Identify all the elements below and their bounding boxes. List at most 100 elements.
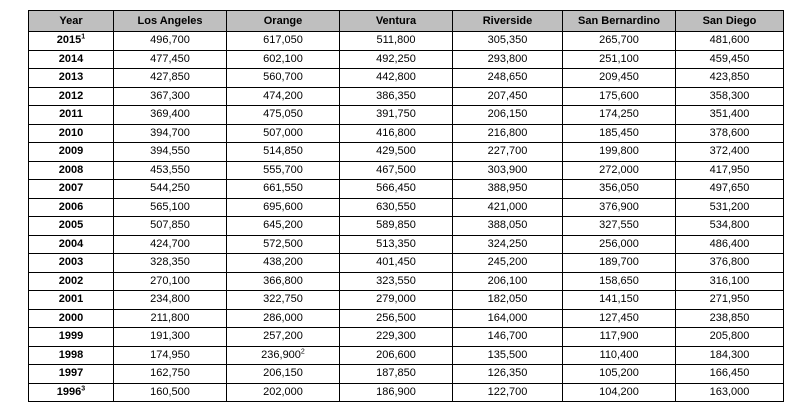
cell-value: 205,800 [709,330,750,342]
san-diego-cell: 423,850 [675,68,784,88]
year-cell: 2003 [28,253,114,273]
san-bernardino-cell: 117,900 [562,327,676,347]
san-diego-cell: 372,400 [675,142,784,162]
cell-value: 358,300 [709,89,750,102]
cell-value: 477,450 [150,52,190,65]
cell-value: 388,050 [487,219,528,231]
ventura-cell: 186,900 [339,382,453,402]
cell-value: 513,350 [376,237,416,250]
cell-value: 372,400 [709,145,750,157]
orange-cell: 438,200 [226,253,340,273]
cell-value: 216,800 [487,126,528,139]
san-bernardino-cell: 174,250 [562,105,676,125]
table-row: 2013 427,850 560,700 442,800 248,650 209,450 4… [28,68,784,88]
riverside-cell: 164,000 [452,308,563,328]
cell-value: 511,800 [376,34,416,46]
ventura-cell: 511,800 [339,31,453,51]
year-cell: 2006 [28,197,114,217]
cell-value: 661,550 [263,182,303,194]
san-diego-cell: 417,950 [675,160,784,180]
table-row: 2001 234,800 322,750 279,000 182,050 141,150 2… [28,290,784,310]
cell-value: 146,700 [487,330,528,342]
los-angeles-cell: 174,950 [113,345,227,365]
column-header-year: Year [28,10,114,32]
riverside-cell: 303,900 [452,160,563,180]
year-value: 2001 [58,293,84,305]
san-diego-cell: 486,400 [675,234,784,254]
cell-value: 104,200 [599,385,639,398]
orange-cell: 474,200 [226,86,340,106]
cell-value: 565,100 [150,200,190,213]
cell-value: 158,650 [599,274,639,287]
cell-value: 388,950 [487,182,528,194]
riverside-cell: 293,800 [452,49,563,69]
year-value: 2008 [58,163,84,176]
los-angeles-cell: 234,800 [113,290,227,310]
cell-value: 174,250 [599,108,639,120]
cell-value: 186,900 [376,385,416,398]
san-bernardino-cell: 141,150 [562,290,676,310]
los-angeles-cell: 367,300 [113,86,227,106]
table-row: 2009 394,550 514,850 429,500 227,700 199,800 3… [28,142,784,162]
san-diego-cell: 205,800 [675,327,784,347]
cell-value: 391,750 [376,108,416,120]
orange-cell: 661,550 [226,179,340,199]
table-row: 1997 162,750 206,150 187,850 126,350 105,200 1… [28,364,784,384]
column-header-riverside: Riverside [452,10,563,32]
table-row: 2012 367,300 474,200 386,350 207,450 175,600 3… [28,86,784,106]
cell-value: 589,850 [376,219,416,231]
cell-value: 164,000 [487,311,528,324]
san-bernardino-cell: 272,000 [562,160,676,180]
san-diego-cell: 376,800 [675,253,784,273]
ventura-cell: 416,800 [339,123,453,143]
orange-cell: 572,500 [226,234,340,254]
cell-value: 279,000 [376,293,416,305]
year-cell: 2007 [28,179,114,199]
table-row: 2005 507,850 645,200 589,850 388,050 327,550 5… [28,216,784,236]
table-row: 2008 453,550 555,700 467,500 303,900 272,000 4… [28,160,784,180]
cell-value: 110,400 [599,348,639,361]
orange-cell: 645,200 [226,216,340,236]
column-header-ventura: Ventura [339,10,453,32]
los-angeles-cell: 453,550 [113,160,227,180]
riverside-cell: 248,650 [452,68,563,88]
year-value: 2012 [58,89,84,102]
year-cell: 2001 [28,290,114,310]
cell-value: 386,350 [376,89,416,102]
year-cell: 2013 [28,68,114,88]
year-cell: 19963 [28,382,114,402]
cell-value: 122,700 [487,385,528,398]
ventura-cell: 187,850 [339,364,453,384]
orange-cell: 322,750 [226,290,340,310]
los-angeles-cell: 507,850 [113,216,227,236]
orange-cell: 236,9002 [226,345,340,365]
year-cell: 2005 [28,216,114,236]
cell-value: 207,450 [487,89,528,102]
table-row: 20151 496,700 617,050 511,800 305,350 265,700… [28,31,784,51]
year-cell: 1997 [28,364,114,384]
cell-value: 206,600 [376,348,416,361]
san-diego-cell: 238,850 [675,308,784,328]
cell-value: 293,800 [487,52,528,65]
ventura-cell: 229,300 [339,327,453,347]
cell-value: 206,150 [263,367,303,379]
san-bernardino-cell: 251,100 [562,49,676,69]
riverside-cell: 421,000 [452,197,563,217]
table-row: 2000 211,800 286,000 256,500 164,000 127,450 2… [28,308,784,328]
riverside-cell: 216,800 [452,123,563,143]
orange-cell: 560,700 [226,68,340,88]
year-cell: 2004 [28,234,114,254]
los-angeles-cell: 328,350 [113,253,227,273]
year-value: 2010 [58,126,84,139]
footnote-marker: 2 [300,347,305,355]
ventura-cell: 279,000 [339,290,453,310]
san-diego-cell: 378,600 [675,123,784,143]
cell-value: 191,300 [150,330,190,342]
riverside-cell: 245,200 [452,253,563,273]
cell-value: 544,250 [150,182,190,194]
cell-value: 105,200 [599,367,639,379]
los-angeles-cell: 211,800 [113,308,227,328]
cell-value: 248,650 [487,71,528,83]
cell-value: 417,950 [709,163,750,176]
year-cell: 2012 [28,86,114,106]
